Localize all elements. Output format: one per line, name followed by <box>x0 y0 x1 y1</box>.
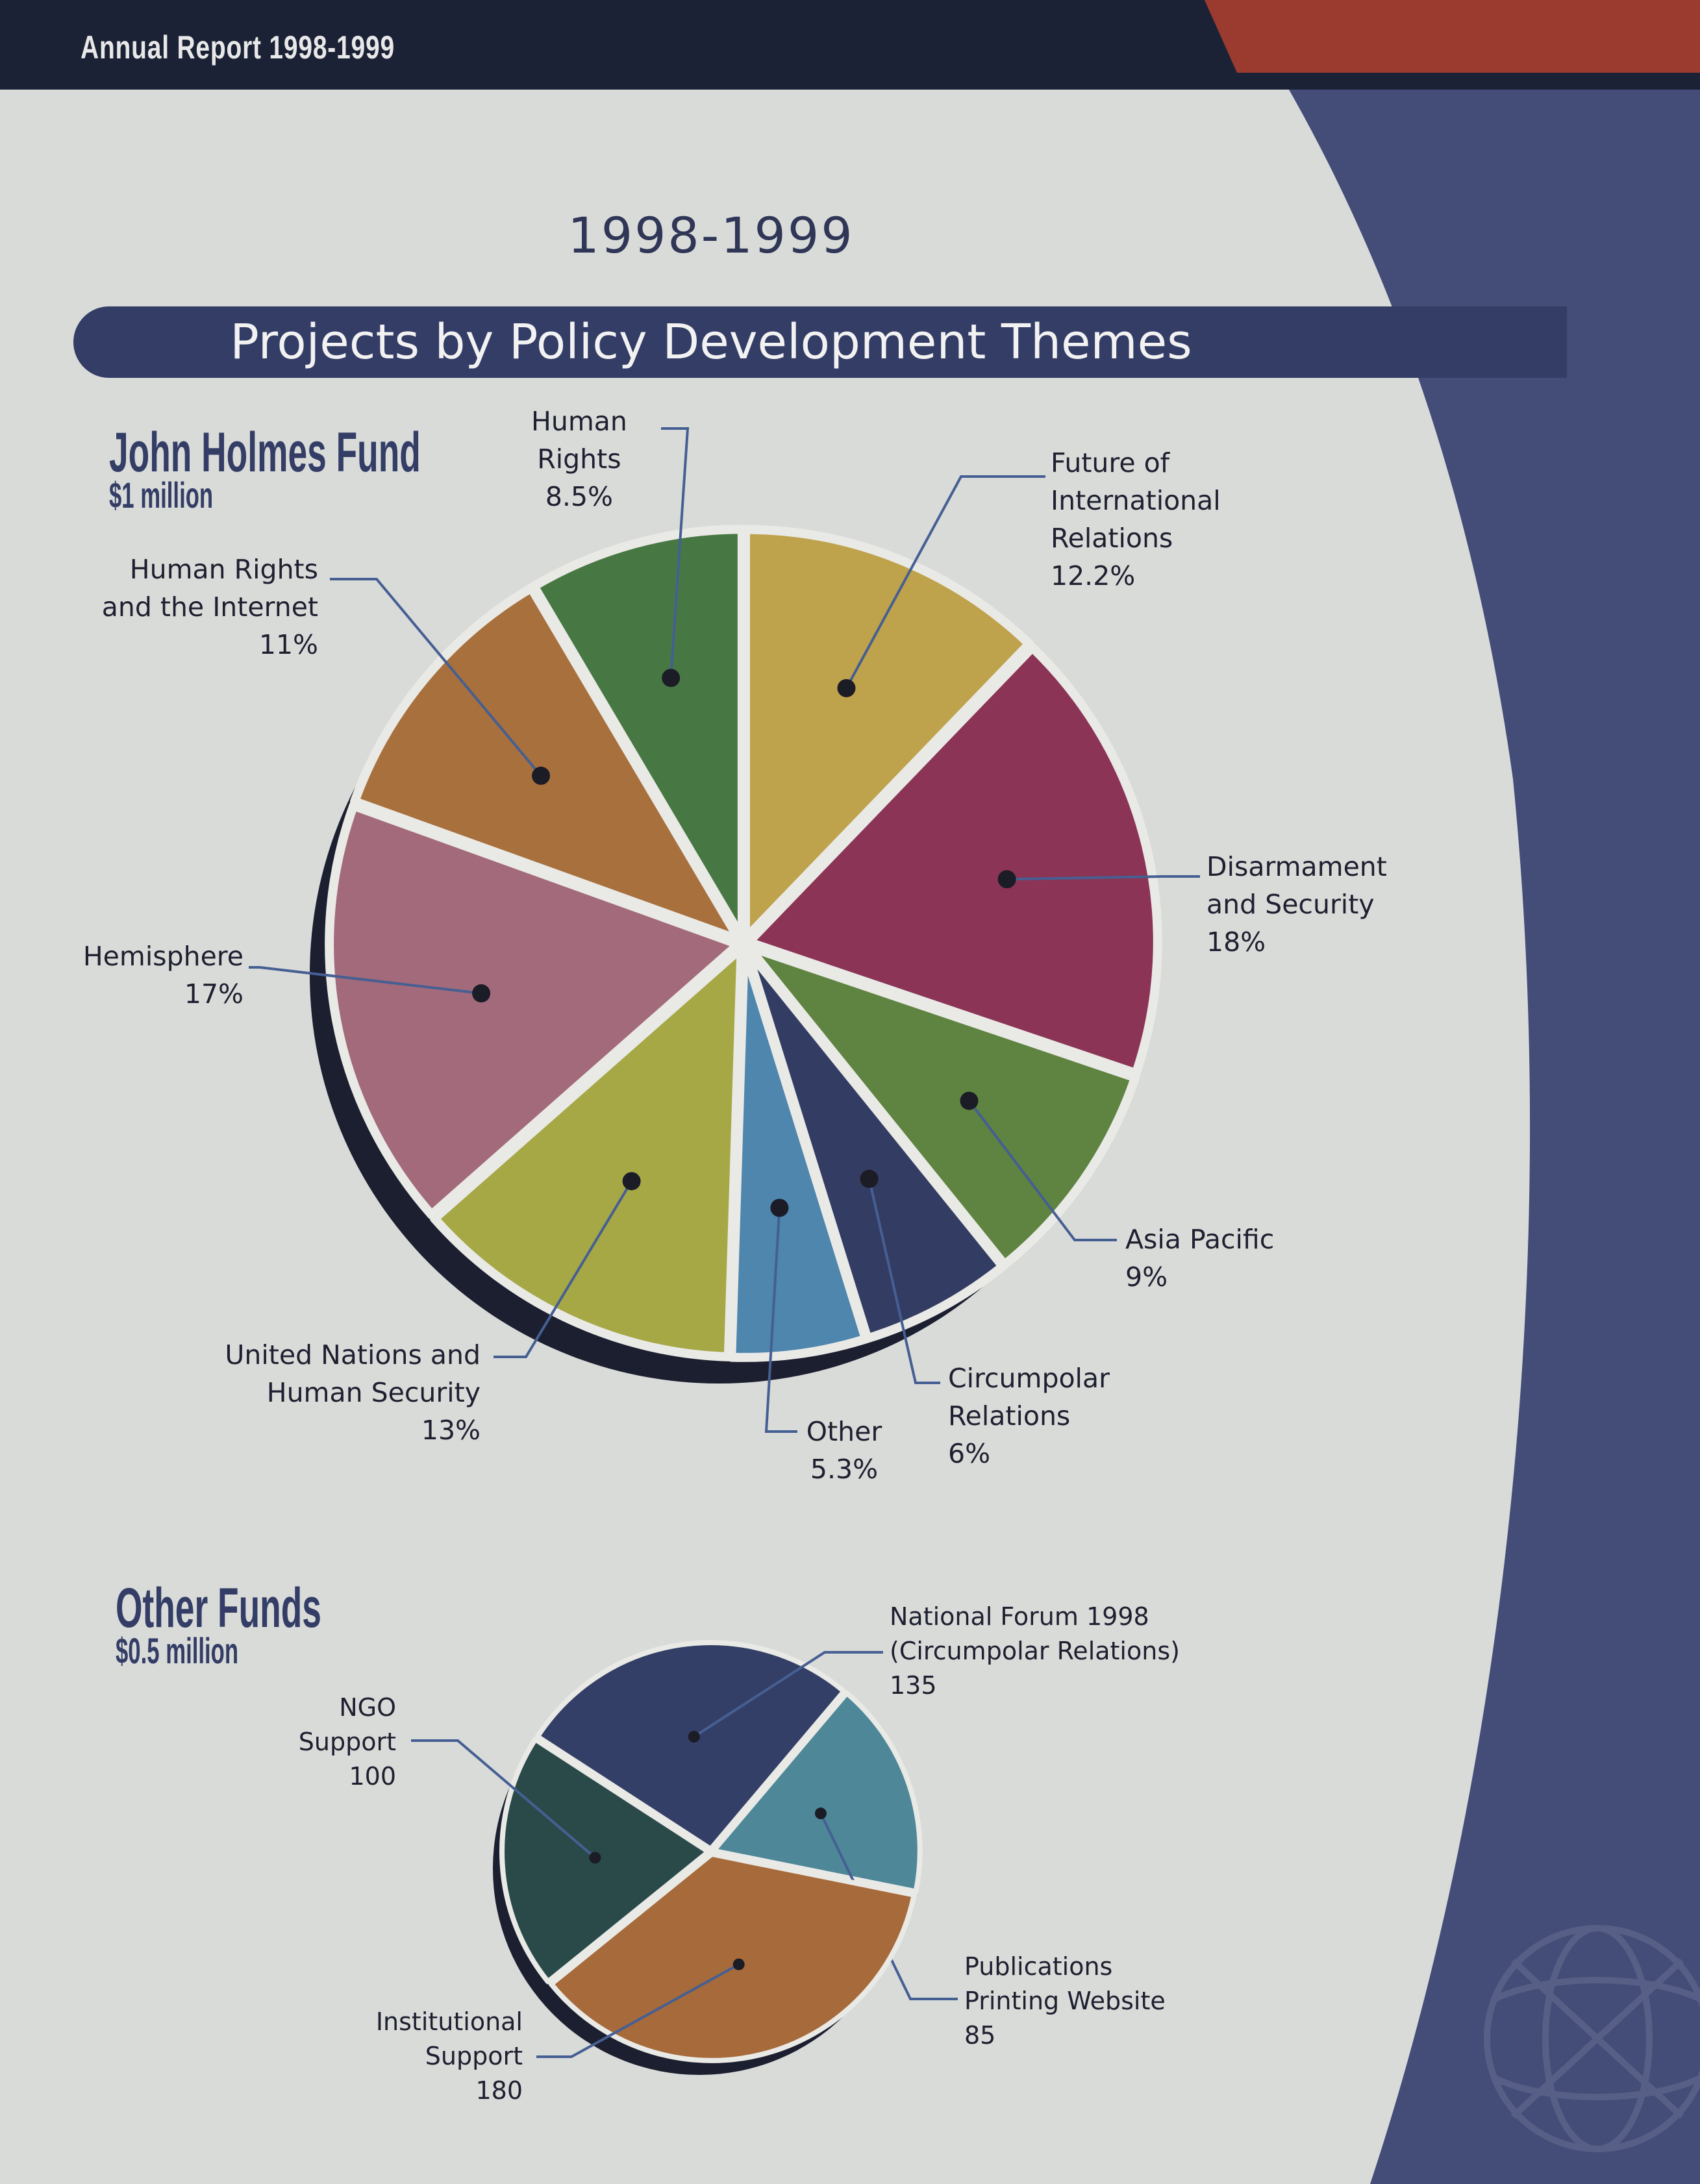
leader-publications-printing-website <box>819 1813 958 2000</box>
slice-institutional-support <box>548 1851 917 2063</box>
leader-national-forum-1998-circumpolar-relations <box>693 1651 883 1738</box>
title-banner <box>73 306 1567 378</box>
dot-national-forum-1998-circumpolar-relations <box>688 1731 700 1743</box>
slice-publications-printing-website <box>710 1690 923 1894</box>
slice-asia-pacific <box>743 941 1140 1270</box>
leader-hemisphere <box>249 966 482 995</box>
label-asia-pacific: Asia Pacific 9% <box>1125 1224 1275 1293</box>
page-title: Projects by Policy Development Themes <box>230 314 1192 370</box>
leader-future-of-international-relations <box>845 475 1045 689</box>
slice-hemisphere <box>325 801 744 1220</box>
label-un-human-security: United Nations and Human Security 13% <box>225 1339 481 1446</box>
slice-disarmament-and-security <box>744 643 1162 1078</box>
leader-human-rights-and-the-internet <box>330 578 542 777</box>
label-other: Other 5.3% <box>806 1416 882 1485</box>
fund-1-title: John Holmes Fund <box>109 421 421 484</box>
fund-2-subtitle: $0.5 million <box>116 1630 239 1671</box>
dot-disarmament-and-security <box>997 870 1016 889</box>
leader-ngo-support <box>411 1739 596 1859</box>
dot-hemisphere <box>472 984 491 1003</box>
dot-united-nations-and-human-security <box>622 1172 641 1191</box>
right-navy-band <box>1234 0 1700 2184</box>
leader-asia-pacific <box>968 1100 1117 1241</box>
red-corner-band <box>1205 0 1700 73</box>
slice-human-rights-and-the-internet <box>350 583 744 945</box>
fund-2-title: Other Funds <box>116 1577 321 1639</box>
fund-1-subtitle: $1 million <box>109 475 214 515</box>
slice-other <box>727 943 871 1362</box>
label-human-rights: Human Rights 8.5% <box>531 406 627 512</box>
label-human-rights-internet: Human Rights and the Internet 11% <box>101 554 318 660</box>
dot-ngo-support <box>589 1852 601 1864</box>
dot-human-rights <box>662 669 681 688</box>
dot-circumpolar-relations <box>860 1169 879 1188</box>
leader-other <box>764 1208 797 1433</box>
label-future-international: Future of International Relations 12.2% <box>1051 447 1221 591</box>
dot-future-of-international-relations <box>837 678 856 697</box>
label-circumpolar: Circumpolar Relations 6% <box>948 1363 1110 1469</box>
dot-human-rights-and-the-internet <box>532 766 551 785</box>
leader-human-rights <box>661 427 690 678</box>
dot-asia-pacific <box>960 1091 979 1110</box>
leader-disarmament-and-security <box>1006 875 1200 881</box>
slice-future-of-international-relations <box>740 525 1034 943</box>
running-header: Annual Report 1998-1999 <box>81 29 395 66</box>
slice-circumpolar-relations <box>741 943 1008 1343</box>
slice-united-nations-and-human-security <box>430 943 746 1361</box>
dot-publications-printing-website <box>814 1807 827 1820</box>
label-ngo-support: NGO Support 100 <box>298 1693 396 1791</box>
dot-institutional-support <box>732 1958 745 1970</box>
dot-other <box>770 1198 789 1217</box>
label-national-forum: National Forum 1998 (Circumpolar Relation… <box>890 1602 1180 1700</box>
label-publications: Publications Printing Website 85 <box>964 1952 1166 2050</box>
label-disarmament: Disarmament and Security 18% <box>1206 851 1387 958</box>
slice-ngo-support <box>499 1737 712 1985</box>
label-institutional-support: Institutional Support 180 <box>375 2007 523 2105</box>
leader-united-nations-and-human-security <box>494 1180 633 1358</box>
label-hemisphere: Hemisphere 17% <box>82 941 244 1010</box>
leader-institutional-support <box>536 1963 740 2058</box>
leader-circumpolar-relations <box>868 1178 940 1384</box>
globe-icon <box>1484 1925 1700 2152</box>
slice-human-rights <box>529 525 747 943</box>
page-year: 1998-1999 <box>568 206 855 264</box>
